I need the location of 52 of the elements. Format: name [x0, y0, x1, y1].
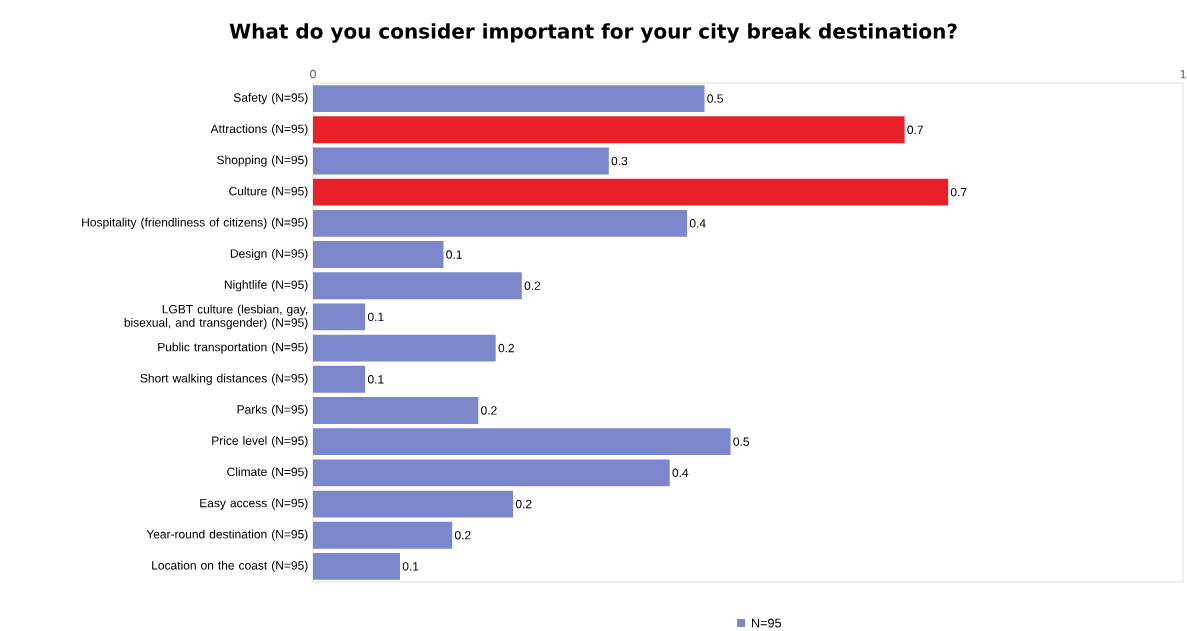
bar [313, 303, 366, 331]
data-label: 0.5 [707, 94, 723, 103]
data-label: 0.1 [402, 562, 419, 571]
bar [313, 178, 949, 206]
data-label: 0.7 [950, 187, 967, 197]
y-tick-label: Easy access (N=95) [200, 498, 308, 510]
x-tick-label: 1 [1180, 70, 1186, 79]
bar [313, 334, 496, 362]
bar [313, 209, 688, 237]
y-tick-label: Design (N=95) [230, 248, 308, 261]
bar [313, 147, 609, 175]
y-tick-label: Short walking distances (N=95) [140, 373, 308, 385]
chart-title: What do you consider important for your city break destination? [229, 23, 957, 43]
y-tick-label: Safety (N=95) [233, 93, 308, 105]
bar [313, 397, 479, 424]
data-label: 0.5 [733, 437, 750, 446]
bar [313, 553, 400, 580]
y-tick-label: Location on the coast (N=95) [152, 560, 308, 573]
data-label: 0.2 [515, 499, 532, 509]
data-label: 0.2 [481, 406, 497, 415]
bar [313, 85, 705, 112]
data-label: 0.2 [454, 530, 471, 540]
data-label: 0.1 [367, 312, 384, 322]
bar [313, 272, 522, 300]
bar [313, 116, 905, 144]
data-label: 0.7 [907, 125, 923, 135]
y-tick-label: Year-round destination (N=95) [146, 529, 308, 541]
data-label: 0.4 [689, 219, 706, 228]
data-label: 0.2 [498, 343, 515, 353]
data-label: 0.3 [611, 156, 628, 166]
y-tick-label: Public transportation (N=95) [158, 342, 308, 354]
x-tick-label: 0 [310, 69, 316, 79]
data-label: 0.2 [524, 281, 541, 290]
bar [313, 521, 453, 549]
bar [313, 459, 670, 487]
bar [313, 490, 514, 518]
data-label: 0.1 [446, 250, 462, 259]
y-tick-label: Culture (N=95) [229, 186, 308, 198]
data-label: 0.4 [672, 468, 689, 478]
y-tick-label: Nightlife (N=95) [224, 280, 308, 292]
bar [313, 428, 731, 456]
y-tick-label: LGBT culture (lesbian, gay, bisexual, and transgender) (N=95) [124, 304, 308, 330]
y-tick-label: Climate (N=95) [227, 467, 308, 479]
y-tick-label: Shopping (N=95) [217, 155, 308, 167]
y-tick-label: Attractions (N=95) [210, 124, 308, 136]
y-tick-label: Price level (N=95) [212, 436, 308, 448]
bar [313, 365, 366, 393]
y-tick-label: Parks (N=95) [237, 404, 308, 417]
y-tick-label: Hospitality (friendliness of citizens) (N=95) [82, 217, 308, 229]
data-label: 0.1 [367, 375, 384, 384]
legend-label: N=95 [751, 618, 782, 628]
bar [313, 241, 444, 268]
